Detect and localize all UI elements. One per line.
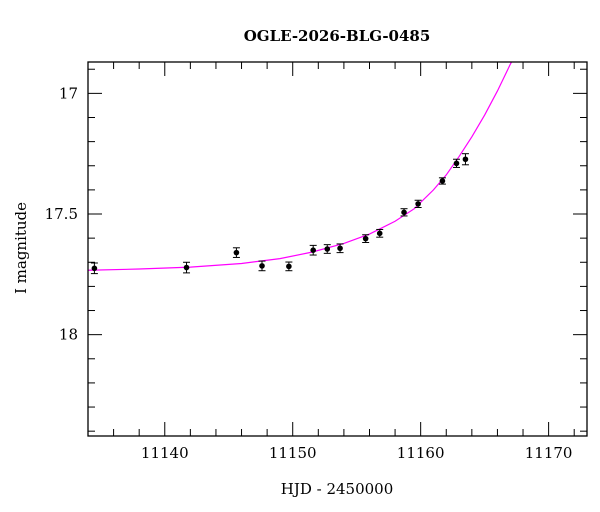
data-point xyxy=(336,243,344,254)
data-point xyxy=(90,262,98,275)
point-marker xyxy=(453,160,460,167)
data-point xyxy=(438,177,446,185)
data-point xyxy=(414,199,422,208)
point-marker xyxy=(415,201,421,207)
point-marker xyxy=(376,230,383,237)
point-marker xyxy=(310,247,316,254)
x-tick-label: 11160 xyxy=(397,444,445,462)
point-marker xyxy=(91,265,98,272)
point-marker xyxy=(362,235,369,242)
x-tick-label: 11170 xyxy=(525,444,573,462)
data-point xyxy=(452,158,460,168)
tick-labels: 11140 11150 11160 11170 17 17.5 18 xyxy=(45,84,573,462)
point-marker xyxy=(401,209,407,216)
x-tick-label: 11150 xyxy=(269,444,317,462)
x-axis-title: HJD - 2450000 xyxy=(281,480,394,498)
data-point xyxy=(461,153,469,166)
model-curve-layer xyxy=(88,62,513,271)
data-point xyxy=(183,261,191,274)
data-point xyxy=(232,247,240,258)
data-point xyxy=(285,261,293,272)
y-tick-label: 17.5 xyxy=(45,205,78,223)
x-tick-label: 11140 xyxy=(141,444,189,462)
plot-frame xyxy=(87,61,588,437)
point-marker xyxy=(439,178,446,184)
chart-title: OGLE-2026-BLG-0485 xyxy=(244,27,431,45)
point-marker xyxy=(183,264,190,271)
model-curve xyxy=(88,62,513,271)
data-point xyxy=(323,244,331,254)
data-points-layer xyxy=(90,153,469,275)
data-point xyxy=(376,228,384,238)
y-axis-title: I magnitude xyxy=(12,202,30,294)
data-point xyxy=(309,244,317,256)
point-marker xyxy=(462,156,469,163)
data-point xyxy=(400,208,408,217)
point-marker xyxy=(259,263,265,269)
y-tick-label: 17 xyxy=(59,84,78,102)
axis-ticks xyxy=(87,62,587,436)
data-point xyxy=(362,234,370,243)
y-tick-label: 18 xyxy=(59,326,78,344)
point-marker xyxy=(337,245,343,252)
point-marker xyxy=(324,246,331,252)
data-point xyxy=(258,260,266,272)
point-marker xyxy=(286,263,292,270)
point-marker xyxy=(233,249,240,256)
